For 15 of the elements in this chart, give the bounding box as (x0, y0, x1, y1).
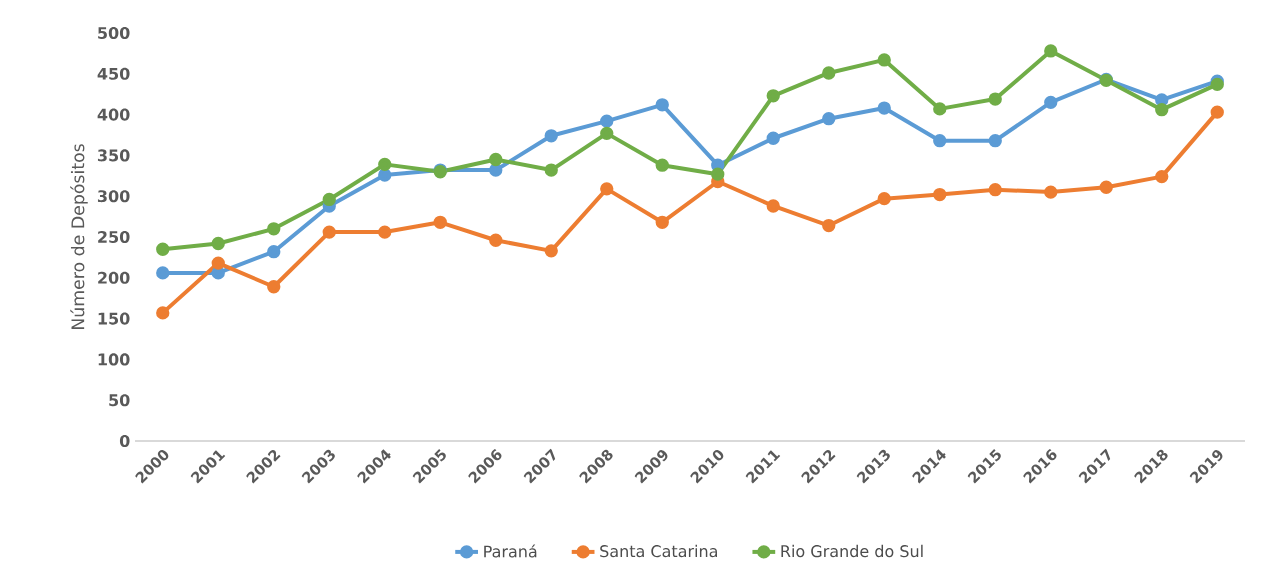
y-tick-label: 350 (97, 149, 130, 162)
y-tick-label: 150 (98, 312, 130, 325)
y-tick-label: 500 (98, 26, 130, 40)
legend-label: Rio Grande do Sul (781, 544, 923, 558)
y-tick-label: 50 (109, 394, 130, 407)
y-tick-label: 0 (119, 434, 130, 448)
y-tick-label: 250 (98, 230, 130, 244)
y-tick-label: 300 (97, 190, 130, 203)
y-tick-label: 200 (98, 271, 130, 284)
legend-label: Paraná (484, 544, 537, 558)
y-tick-label: 450 (97, 67, 130, 80)
y-axis-title: Número de Depósitos (70, 144, 88, 330)
y-tick-label: 400 (97, 108, 130, 121)
legend-label: Santa Catarina (600, 544, 717, 558)
y-tick-label: 100 (98, 353, 130, 366)
